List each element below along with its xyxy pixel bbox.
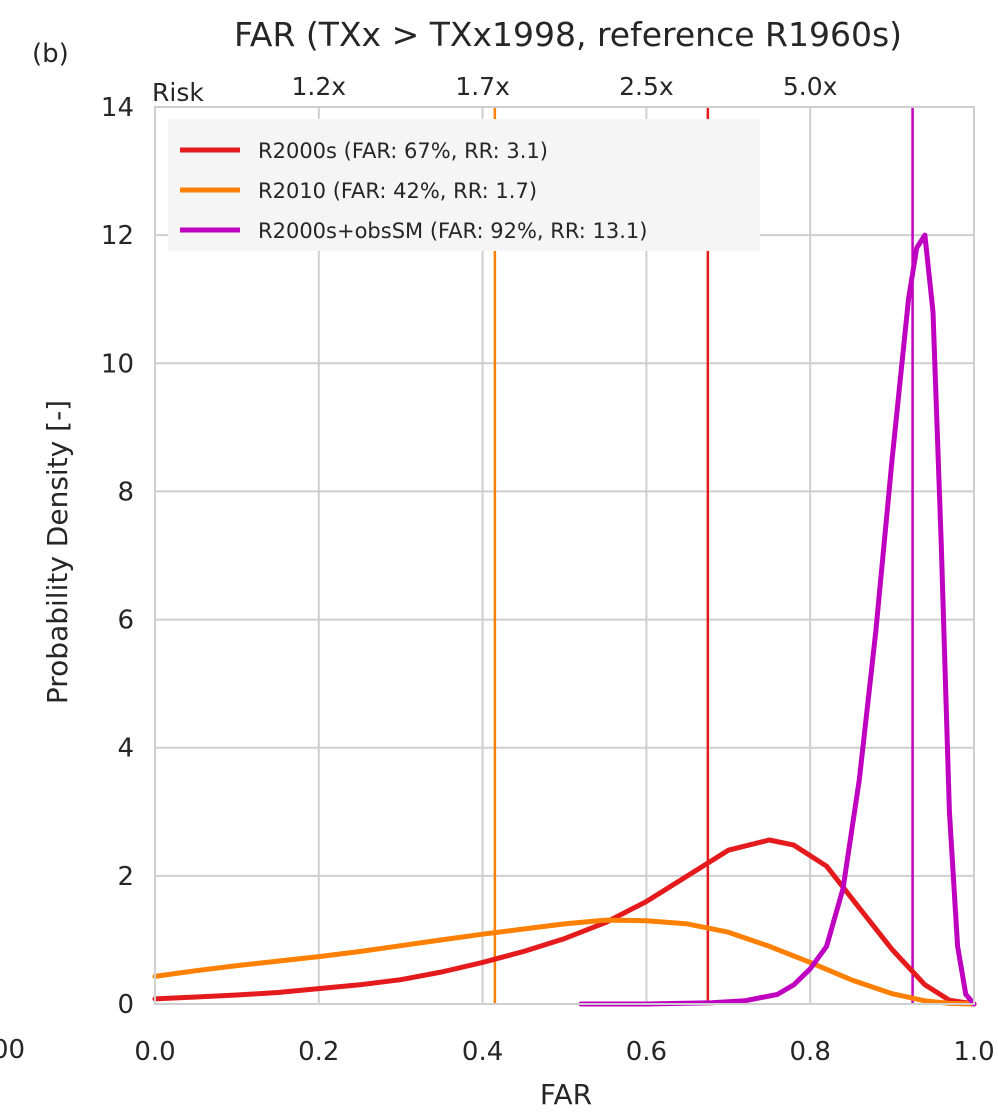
y-tick-label-6: 12 bbox=[101, 221, 134, 251]
risk-tick-label-0: 1.2x bbox=[292, 72, 347, 101]
vertical-reference-lines bbox=[493, 107, 914, 1004]
plot-background bbox=[155, 107, 974, 1004]
y-tick-label-2: 4 bbox=[117, 734, 134, 764]
legend-label-2: R2000s+obsSM (FAR: 92%, RR: 13.1) bbox=[258, 219, 647, 243]
x-tick-label-5: 1.0 bbox=[953, 1037, 994, 1067]
y-tick-label-5: 10 bbox=[101, 349, 134, 379]
y-tick-label-0: 0 bbox=[117, 990, 134, 1020]
y-tick-labels: 0 2 4 6 8 10 12 14 bbox=[101, 93, 134, 1020]
x-tick-label-2: 0.4 bbox=[462, 1037, 503, 1067]
series-line-2 bbox=[578, 232, 977, 1007]
panel-label: (b) bbox=[32, 39, 69, 69]
y-tick-label-7: 14 bbox=[101, 93, 134, 123]
legend-label-1: R2010 (FAR: 42%, RR: 1.7) bbox=[258, 179, 537, 203]
risk-axis-label: Risk bbox=[152, 78, 204, 107]
y-tick-label-1: 2 bbox=[117, 862, 134, 892]
x-tick-label-0: 0.0 bbox=[134, 1037, 175, 1067]
risk-tick-label-1: 1.7x bbox=[455, 72, 510, 101]
risk-tick-label-2: 2.5x bbox=[619, 72, 674, 101]
risk-tick-label-3: 5.0x bbox=[783, 72, 838, 101]
legend-label-0: R2000s (FAR: 67%, RR: 3.1) bbox=[258, 139, 548, 163]
series-lines bbox=[152, 232, 977, 1007]
series-line-1 bbox=[152, 917, 977, 1007]
y-axis-label: Probability Density [-] bbox=[41, 400, 74, 704]
plot-frame bbox=[154, 106, 975, 1005]
x-axis-label: FAR bbox=[540, 1078, 592, 1111]
legend-box bbox=[168, 119, 760, 251]
clipped-tick-label: 00 bbox=[0, 1035, 25, 1065]
x-tick-labels: 0.0 0.2 0.4 0.6 0.8 1.0 bbox=[134, 1037, 994, 1067]
x-tick-label-3: 0.6 bbox=[626, 1037, 667, 1067]
legend: R2000s (FAR: 67%, RR: 3.1) R2010 (FAR: 42… bbox=[168, 119, 760, 251]
x-tick-label-1: 0.2 bbox=[298, 1037, 339, 1067]
chart-title: FAR (TXx > TXx1998, reference R1960s) bbox=[234, 15, 902, 54]
y-tick-label-4: 8 bbox=[117, 477, 134, 507]
x-tick-label-4: 0.8 bbox=[790, 1037, 831, 1067]
risk-axis-tick-labels: 1.2x 1.7x 2.5x 5.0x bbox=[292, 72, 838, 101]
y-tick-label-3: 6 bbox=[117, 606, 134, 636]
